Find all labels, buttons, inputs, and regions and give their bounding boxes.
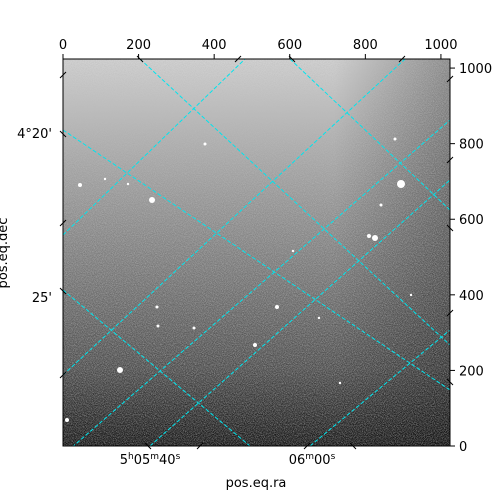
right-tick-label: 200	[459, 364, 484, 379]
right-tick-label: 400	[459, 289, 484, 304]
star	[117, 367, 123, 373]
star	[126, 182, 130, 186]
star	[372, 235, 378, 241]
star	[192, 326, 196, 330]
plot-frame	[62, 58, 451, 447]
star	[155, 305, 159, 309]
top-tick-label: 400	[202, 38, 227, 53]
star	[317, 316, 321, 320]
ra-tick-label-1: 5h05m40s	[120, 452, 181, 468]
world-tick-marks	[59, 55, 454, 450]
grid-line	[309, 329, 450, 446]
top-tick-label: 1000	[424, 38, 457, 53]
grid-line	[139, 59, 450, 346]
star	[393, 137, 397, 141]
right-tick-label: 1000	[459, 62, 492, 77]
star	[338, 381, 342, 385]
grid-line	[63, 289, 251, 446]
right-tick-label: 600	[459, 213, 484, 228]
right-tick-label: 800	[459, 138, 484, 153]
dec-tick-label-2: 25'	[32, 291, 52, 306]
ra-tick-label-2: 06m00s	[289, 452, 336, 468]
top-tick-label: 200	[126, 38, 151, 53]
star	[149, 197, 155, 203]
sky-image	[63, 59, 450, 446]
star	[379, 203, 383, 207]
star	[291, 249, 295, 253]
top-tick-label: 0	[59, 38, 67, 53]
right-tick-label: 0	[459, 440, 467, 455]
top-tick-label: 600	[277, 38, 302, 53]
star	[409, 293, 413, 297]
right-pixel-axis: 0 200 400 600 800 1000	[450, 62, 492, 455]
star	[253, 343, 257, 347]
star-field	[65, 137, 413, 422]
star	[156, 324, 160, 328]
star	[203, 142, 207, 146]
grid-line	[289, 59, 450, 211]
star	[367, 234, 371, 238]
star	[275, 305, 279, 309]
x-axis-label: pos.eq.ra	[226, 476, 287, 491]
star	[78, 183, 82, 187]
grid-line	[149, 179, 450, 446]
grid-line	[72, 119, 450, 446]
y-axis-label: pos.eq.dec	[0, 218, 11, 289]
top-tick-label: 800	[353, 38, 378, 53]
coordinate-grid	[63, 59, 450, 446]
grid-line	[63, 59, 246, 236]
dec-tick-label-1: 4°20'	[17, 127, 52, 142]
star	[103, 177, 107, 181]
star	[397, 180, 405, 188]
star	[65, 418, 69, 422]
top-pixel-axis: 0 200 400 600 800 1000	[59, 38, 457, 59]
